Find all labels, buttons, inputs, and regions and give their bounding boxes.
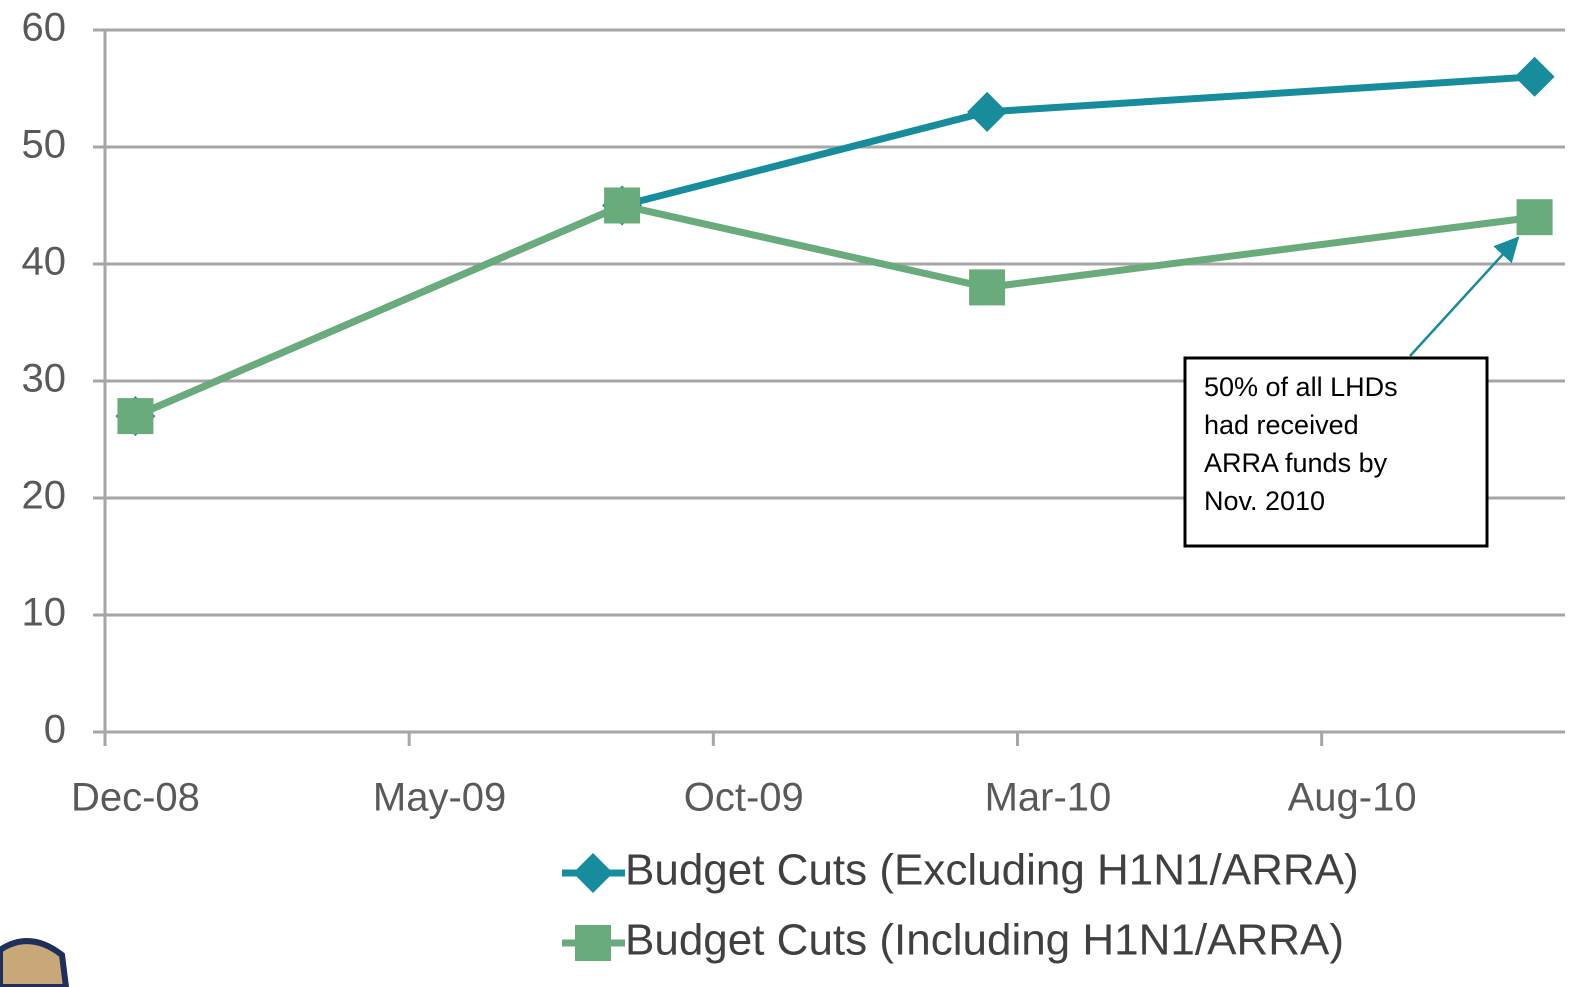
y-tick-label: 0 [44, 708, 66, 752]
legend-label: Budget Cuts (Excluding H1N1/ARRA) [625, 846, 1359, 895]
annotation-arrow [1409, 236, 1520, 357]
data-point [117, 398, 154, 435]
annotation-box [1183, 356, 1489, 548]
series-line [134, 201, 1536, 420]
data-point [1516, 199, 1553, 236]
x-tick-label: Mar-10 [985, 776, 1112, 820]
legend-marker [573, 853, 613, 893]
data-point [1514, 56, 1555, 97]
y-tick-label: 20 [22, 474, 67, 518]
x-tick-label: Oct-09 [684, 776, 804, 820]
annotation-text: ARRA funds by [1204, 448, 1388, 478]
data-point [969, 269, 1006, 306]
y-tick-label: 30 [22, 357, 67, 401]
x-tick-label: Aug-10 [1288, 776, 1417, 820]
data-point [604, 187, 641, 224]
x-tick-label: Dec-08 [71, 776, 200, 820]
x-tick-label: May-09 [373, 776, 506, 820]
annotation-text: Nov. 2010 [1204, 486, 1325, 516]
y-tick-label: 60 [22, 6, 67, 50]
y-tick-label: 40 [22, 240, 67, 284]
data-point [967, 91, 1008, 132]
logo-fragment [0, 938, 70, 987]
legend-marker [575, 925, 611, 961]
y-tick-label: 50 [22, 123, 67, 167]
annotation-text: 50% of all LHDs [1204, 372, 1398, 402]
legend-label: Budget Cuts (Including H1N1/ARRA) [625, 916, 1344, 965]
annotation-text: had received [1204, 410, 1359, 440]
y-tick-label: 10 [22, 591, 67, 635]
